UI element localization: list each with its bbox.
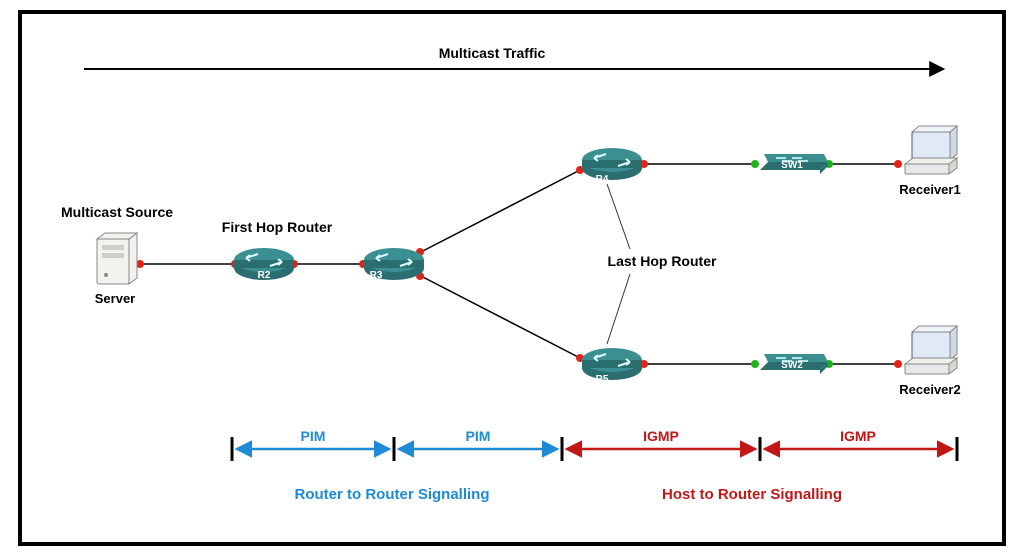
server-icon	[97, 233, 137, 284]
pc1-icon	[905, 126, 957, 174]
router-r3-icon: R3	[364, 248, 424, 281]
switch-sw1-icon: SW1	[760, 154, 828, 174]
last-hop-label: Last Hop Router	[608, 253, 717, 269]
port-dot	[751, 160, 759, 168]
server-label: Server	[95, 291, 135, 306]
port-dot	[751, 360, 759, 368]
server-title: Multicast Source	[61, 204, 173, 220]
router-r4-label: R4	[596, 174, 609, 185]
port-dot	[894, 160, 902, 168]
switch-sw2-label: SW2	[781, 360, 803, 371]
diagram-svg: Multicast Traffic Multicast Source Serve…	[22, 14, 1002, 542]
traffic-arrow-label: Multicast Traffic	[439, 45, 546, 61]
router-r2-icon: R2	[234, 248, 294, 281]
pim-label-1: PIM	[301, 428, 326, 444]
router-r5-icon: R5	[582, 348, 642, 385]
diagram-frame: Multicast Traffic Multicast Source Serve…	[18, 10, 1006, 546]
switch-sw1-label: SW1	[781, 160, 803, 171]
igmp-label-1: IGMP	[643, 428, 679, 444]
port-dot	[894, 360, 902, 368]
pc2-icon	[905, 326, 957, 374]
switch-sw2-icon: SW2	[760, 354, 828, 374]
pim-label-2: PIM	[466, 428, 491, 444]
pointer-r5	[607, 274, 630, 344]
igmp-caption: Host to Router Signalling	[662, 486, 842, 503]
pointer-r4	[607, 184, 630, 249]
pc1-label: Receiver1	[899, 182, 960, 197]
router-r2-label: R2	[258, 270, 271, 281]
router-r4-icon: R4	[582, 148, 642, 185]
link-r3-r4	[417, 169, 582, 254]
router-r5-label: R5	[596, 374, 609, 385]
first-hop-label: First Hop Router	[222, 219, 333, 235]
pc2-label: Receiver2	[899, 382, 960, 397]
pim-caption: Router to Router Signalling	[295, 486, 490, 503]
router-r3-label: R3	[370, 270, 383, 281]
link-r3-r5	[417, 274, 582, 359]
igmp-label-2: IGMP	[840, 428, 876, 444]
